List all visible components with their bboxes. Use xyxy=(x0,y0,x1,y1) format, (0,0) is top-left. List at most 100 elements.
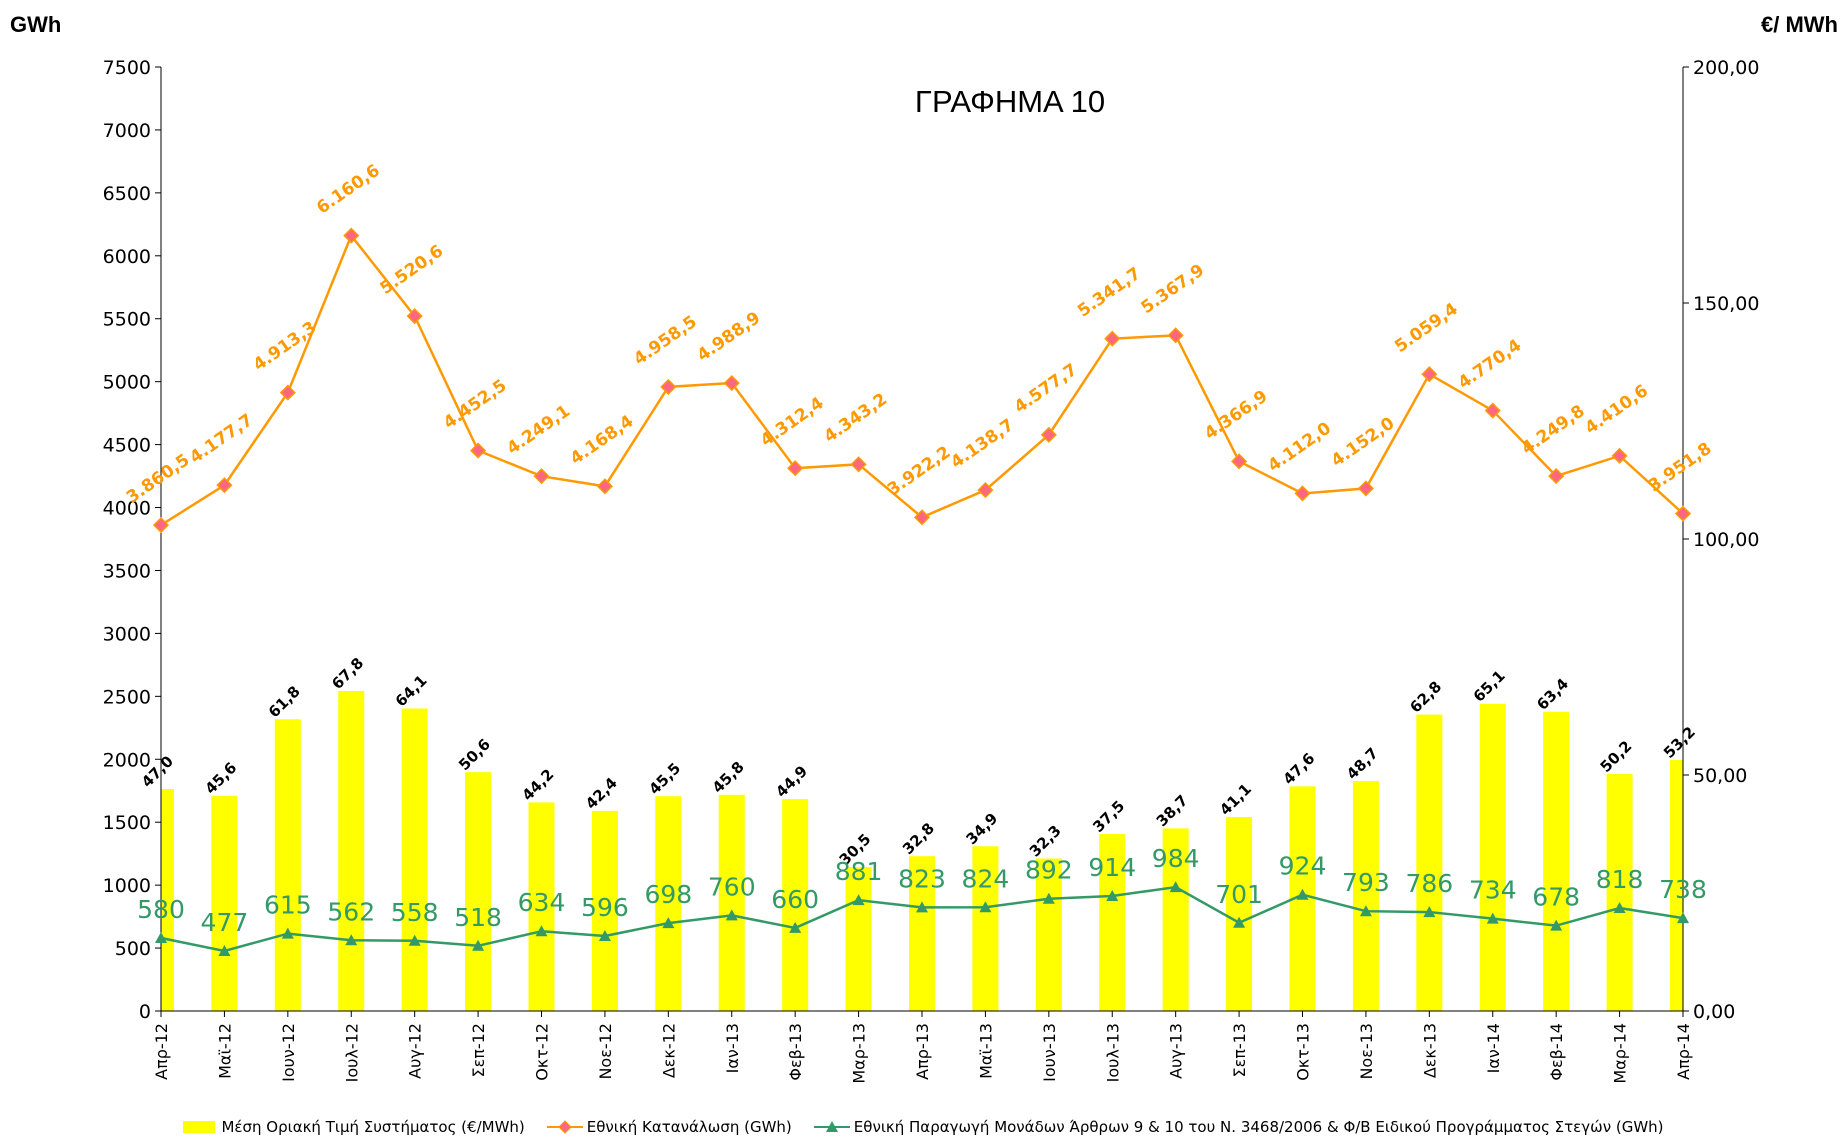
marker xyxy=(1042,892,1055,904)
bar xyxy=(211,795,238,1011)
x-tick-label: Αυγ-13 xyxy=(1167,1023,1186,1079)
line-value-label: 3.922,2 xyxy=(884,442,955,500)
marker xyxy=(1106,889,1119,901)
x-tick-label: Νοε-12 xyxy=(596,1023,615,1080)
legend-swatch xyxy=(183,1121,216,1133)
chart: GWh €/ MWh ΓΡΑΦΗΜΑ 10 0 500 1000 1500 2000 25… xyxy=(10,12,1838,1084)
marker xyxy=(152,517,170,534)
bar xyxy=(161,789,174,1011)
line-value-label: 3.860,5 xyxy=(123,450,194,508)
bar-value-label: 64,1 xyxy=(392,671,431,710)
y-tick-label: 4500 xyxy=(103,435,151,457)
x-tick-label: Μαϊ-12 xyxy=(215,1023,234,1079)
line-value-label: 4.770,4 xyxy=(1455,336,1526,394)
y-tick-label: 7500 xyxy=(103,57,151,79)
y-tick-label: 3000 xyxy=(103,623,151,645)
marker xyxy=(1677,912,1689,924)
line-value-label: 914 xyxy=(1088,853,1136,882)
marker xyxy=(155,931,167,943)
line-value-label: 4.249,8 xyxy=(1518,401,1589,459)
marker xyxy=(723,375,740,392)
bar xyxy=(972,846,999,1011)
marker xyxy=(1423,906,1436,918)
x-tick-label: Ιαν-14 xyxy=(1484,1023,1503,1073)
line-value-label: 4.343,2 xyxy=(820,389,891,447)
x-tick-label: Δεκ-13 xyxy=(1420,1023,1439,1078)
bar xyxy=(338,690,365,1011)
x-tick-label: Φεβ-14 xyxy=(1547,1023,1566,1081)
bar-value-label: 45,5 xyxy=(645,759,684,798)
line-value-label: 4.988,9 xyxy=(694,308,765,366)
marker xyxy=(406,308,423,325)
bar-value-label: 61,8 xyxy=(265,682,304,721)
y-tick-label: 5500 xyxy=(103,309,151,331)
y2-tick-label: 50,00 xyxy=(1693,765,1747,787)
line-value-label: 3.951,8 xyxy=(1645,439,1716,497)
y-tick-label: 2000 xyxy=(103,749,151,771)
bar xyxy=(909,856,935,1011)
marker xyxy=(660,378,677,395)
line-value-label: 660 xyxy=(771,885,819,914)
bars xyxy=(161,690,1683,1011)
marker xyxy=(1613,902,1626,914)
line-value-label: 4.249,1 xyxy=(503,401,574,459)
marker xyxy=(1486,912,1499,924)
line-value-label: 823 xyxy=(898,864,946,893)
line-value-label: 698 xyxy=(644,880,692,909)
legend-label: Εθνική Παραγωγή Μονάδων Άρθρων 9 & 10 το… xyxy=(853,1118,1664,1136)
marker xyxy=(1169,881,1182,893)
bar-value-label: 67,8 xyxy=(328,654,367,693)
marker xyxy=(1548,468,1565,485)
x-tick-label: Αυγ-12 xyxy=(406,1023,425,1079)
line-value-label: 4.913,3 xyxy=(250,318,321,376)
marker xyxy=(216,477,233,494)
line-value-label: 892 xyxy=(1025,856,1073,885)
x-tick-label: Ιουν-12 xyxy=(279,1023,298,1082)
bar xyxy=(1543,711,1570,1011)
marker xyxy=(596,478,613,495)
bar-value-label: 63,4 xyxy=(1533,675,1572,714)
bar-value-label: 37,5 xyxy=(1089,797,1128,836)
line-value-label: 562 xyxy=(327,897,375,926)
bar xyxy=(274,719,301,1011)
line-value-label: 5.059,4 xyxy=(1391,299,1462,357)
bar-value-label: 45,6 xyxy=(201,759,240,798)
bar xyxy=(1416,714,1443,1011)
line-value-label: 818 xyxy=(1596,865,1644,894)
x-tick-label: Ιουν-13 xyxy=(1040,1023,1059,1082)
x-tick-label: Σεπ-12 xyxy=(469,1023,488,1078)
x-tick-label: Σεπ-13 xyxy=(1230,1023,1249,1078)
x-tick-label: Οκτ-13 xyxy=(1294,1023,1313,1081)
bar-value-label: 65,1 xyxy=(1470,667,1509,706)
line-value-label: 738 xyxy=(1659,875,1707,904)
bar xyxy=(1479,703,1506,1011)
x-tick-label: Μαρ-14 xyxy=(1611,1023,1630,1084)
y-tick-label: 1000 xyxy=(103,875,151,897)
bar xyxy=(1162,828,1189,1011)
chart-title: ΓΡΑΦΗΜΑ 10 xyxy=(915,84,1105,119)
marker xyxy=(662,917,675,929)
marker xyxy=(533,468,550,485)
bar xyxy=(1352,781,1379,1011)
y-tick-label: 500 xyxy=(115,938,151,960)
marker xyxy=(787,460,804,477)
bar xyxy=(1099,834,1126,1011)
marker xyxy=(850,456,867,473)
bar xyxy=(528,802,555,1011)
line-value-label: 580 xyxy=(137,895,185,924)
line-value-label: 793 xyxy=(1342,868,1390,897)
line-value-label: 615 xyxy=(264,891,312,920)
bar xyxy=(718,794,745,1011)
bar-value-label: 42,4 xyxy=(582,774,621,813)
x-tick-label: Απρ-12 xyxy=(152,1023,171,1080)
bar-value-label: 38,7 xyxy=(1153,791,1192,830)
line-value-label: 4.112,0 xyxy=(1264,418,1335,476)
legend-item: Μέση Οριακή Τιμή Συστήματος (€/MWh) xyxy=(181,1118,525,1136)
bar-value-label: 34,9 xyxy=(962,809,1001,848)
x-tick-label: Ιουλ-12 xyxy=(342,1023,361,1082)
bar-value-label: 44,2 xyxy=(519,765,558,804)
marker xyxy=(1674,505,1692,522)
bar xyxy=(465,772,492,1011)
line-value-label: 4.452,5 xyxy=(440,376,511,434)
